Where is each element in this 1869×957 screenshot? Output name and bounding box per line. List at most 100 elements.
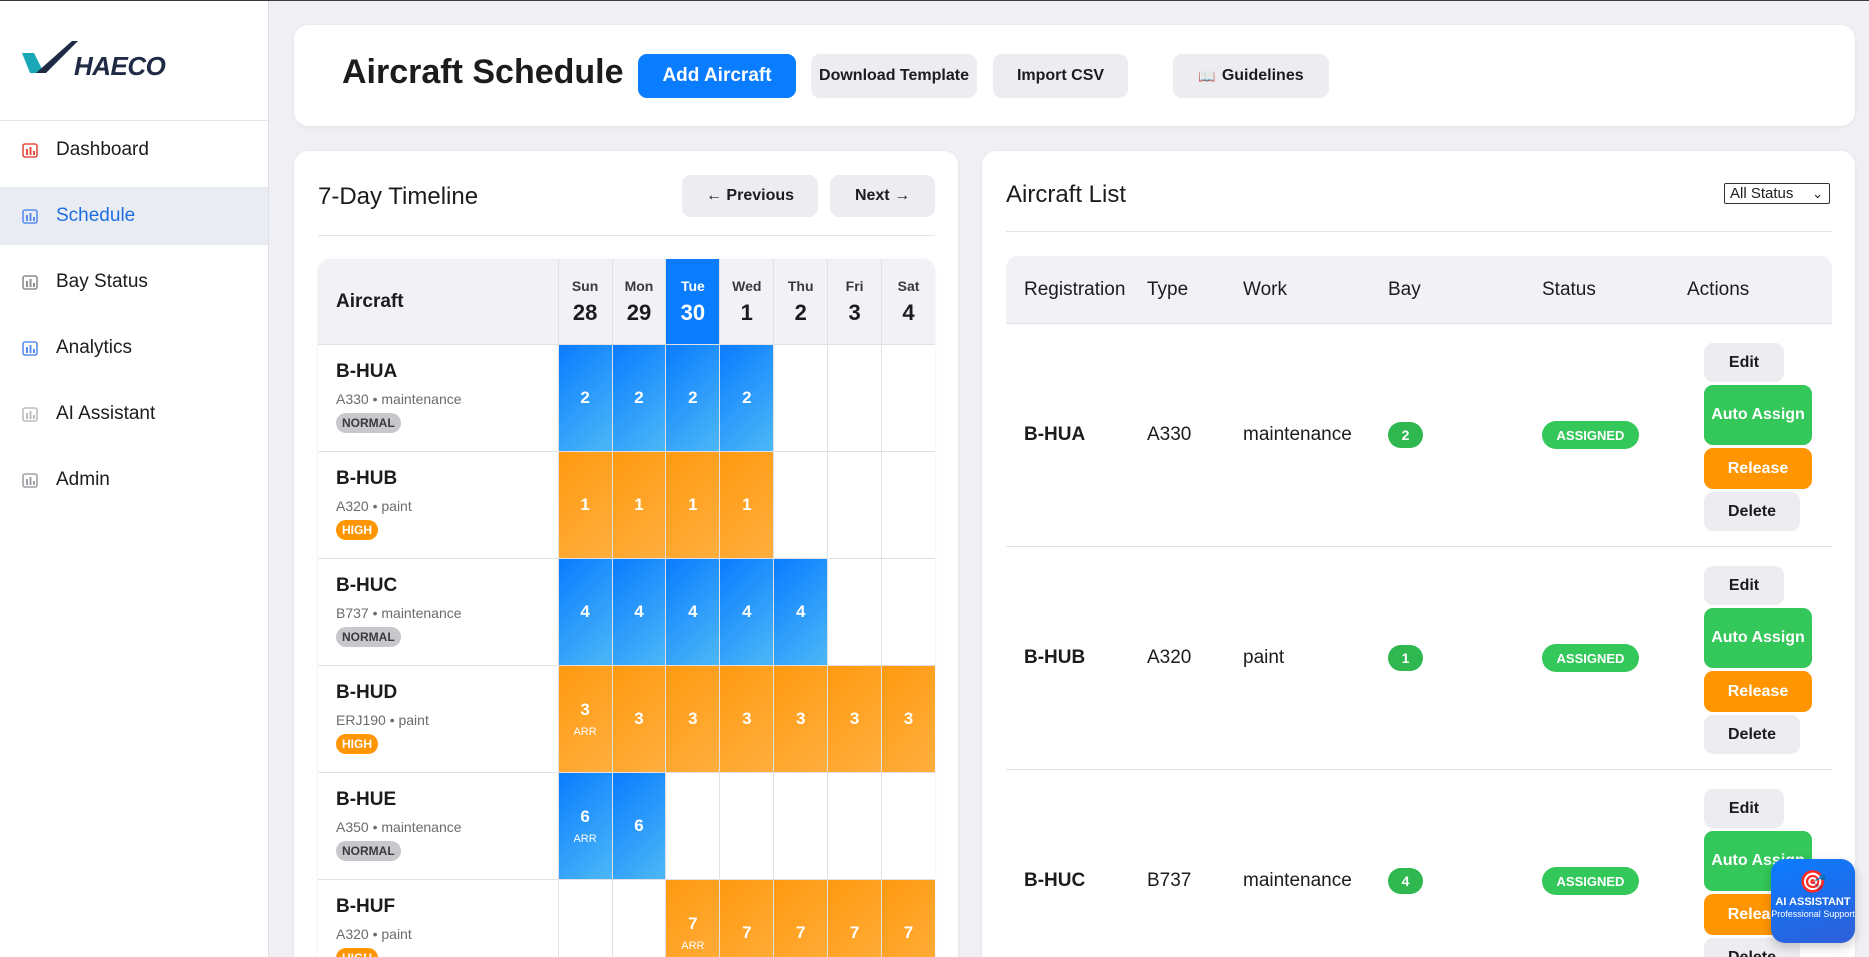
bay-assignment-cell[interactable]: 2	[611, 345, 666, 451]
bay-assignment-cell[interactable]: 3	[611, 666, 666, 772]
bay-assignment-cell[interactable]: 3	[773, 666, 828, 772]
bay-assignment-cell[interactable]: 3	[719, 666, 774, 772]
empty-cell	[881, 452, 935, 558]
day-header-mon: Mon 29	[611, 259, 666, 344]
bay-assignment-cell[interactable]: 4	[611, 559, 666, 665]
aircraft-info: B-HUE A350 • maintenance NORMAL	[318, 773, 558, 879]
edit-button[interactable]: Edit	[1704, 343, 1784, 382]
bay-assignment-cell[interactable]: 4	[773, 559, 828, 665]
bay-assignment-cell[interactable]: 2	[665, 345, 720, 451]
delete-button[interactable]: Delete	[1704, 715, 1800, 754]
day-name: Sat	[897, 277, 920, 294]
bar-chart-icon	[20, 140, 40, 160]
bay-assignment-cell[interactable]: 4	[719, 559, 774, 665]
guidelines-button[interactable]: 📖 Guidelines	[1173, 54, 1329, 98]
bay-number: 3	[688, 709, 698, 728]
bay-assignment-cell[interactable]: 7	[881, 880, 935, 957]
bay-number: 3	[580, 700, 590, 719]
previous-button[interactable]: ← Previous	[682, 175, 818, 217]
timeline-row[interactable]: B-HUB A320 • paint HIGH 1 1 1 1	[318, 452, 935, 559]
priority-badge: HIGH	[336, 948, 378, 957]
release-button[interactable]: Release	[1704, 448, 1812, 489]
release-button[interactable]: Release	[1704, 671, 1812, 712]
sidebar-item-label: Schedule	[56, 205, 136, 226]
book-icon: 📖	[1198, 67, 1216, 84]
next-button[interactable]: Next →	[830, 175, 935, 217]
bay-number: 1	[742, 495, 752, 514]
bay-number: 7	[688, 914, 698, 933]
status-badge: ASSIGNED	[1542, 421, 1639, 449]
bay-assignment-cell[interactable]: 1	[611, 452, 666, 558]
priority-badge: NORMAL	[336, 627, 401, 647]
bay-assignment-cell[interactable]: 2	[719, 345, 774, 451]
column-header-work: Work	[1243, 278, 1287, 300]
bay-assignment-cell[interactable]: 3	[827, 666, 882, 772]
download-template-button[interactable]: Download Template	[811, 54, 977, 98]
bay-assignment-cell[interactable]: 4	[557, 559, 612, 665]
bay-assignment-cell[interactable]: 1	[557, 452, 612, 558]
speech-bubble-icon	[20, 404, 40, 424]
bay-assignment-cell[interactable]: 7	[773, 880, 828, 957]
empty-cell	[557, 880, 612, 957]
ai-assistant-fab[interactable]: 🎯 AI ASSISTANT Professional Support	[1771, 859, 1855, 943]
bay-assignment-cell[interactable]: 7	[719, 880, 774, 957]
bay-assignment-cell[interactable]: 3 ARR	[557, 666, 612, 772]
bay-number: 2	[742, 388, 752, 407]
import-csv-button[interactable]: Import CSV	[993, 54, 1128, 98]
bay-assignment-cell[interactable]: 1	[665, 452, 720, 558]
bay-assignment-cell[interactable]: 7 ARR	[665, 880, 720, 957]
day-number: 28	[572, 299, 598, 325]
timeline-row[interactable]: B-HUD ERJ190 • paint HIGH 3 ARR 3 3 3 3 3 3	[318, 666, 935, 773]
registration-cell: B-HUC	[1024, 870, 1086, 891]
delete-button[interactable]: Delete	[1704, 938, 1800, 957]
sidebar-item-ai-assistant[interactable]: AI Assistant	[0, 385, 268, 443]
edit-button[interactable]: Edit	[1704, 789, 1784, 828]
status-filter-select[interactable]: All Status ⌄	[1724, 183, 1830, 204]
edit-button[interactable]: Edit	[1704, 566, 1784, 605]
bay-number: 2	[688, 388, 698, 407]
bay-assignment-cell[interactable]: 6 ARR	[557, 773, 612, 879]
auto-assign-button[interactable]: Auto Assign	[1704, 608, 1812, 668]
day-name: Fri	[845, 277, 864, 294]
type-cell: A320	[1147, 647, 1192, 668]
bay-assignment-cell[interactable]: 1	[719, 452, 774, 558]
day-name: Tue	[680, 277, 705, 294]
logo[interactable]: HAECO	[0, 1, 268, 121]
day-number: 3	[848, 299, 861, 325]
target-icon: 🎯	[1799, 869, 1827, 894]
fab-title: AI ASSISTANT	[1775, 896, 1851, 908]
aircraft-list-title: Aircraft List	[1006, 181, 1127, 208]
timeline-row[interactable]: B-HUC B737 • maintenance NORMAL 4 4 4 4 4	[318, 559, 935, 666]
sidebar-item-schedule[interactable]: Schedule	[0, 187, 268, 245]
bay-assignment-cell[interactable]: 3	[665, 666, 720, 772]
empty-cell	[773, 773, 827, 879]
bay-number: 3	[849, 709, 860, 728]
bay-assignment-cell[interactable]: 6	[611, 773, 666, 879]
sidebar-item-dashboard[interactable]: Dashboard	[0, 121, 268, 179]
guidelines-label: Guidelines	[1221, 67, 1304, 84]
add-aircraft-button[interactable]: Add Aircraft	[638, 54, 796, 98]
bay-number: 2	[634, 388, 644, 407]
registration-cell: B-HUA	[1024, 424, 1086, 445]
empty-cell	[719, 773, 773, 879]
auto-assign-button[interactable]: Auto Assign	[1704, 385, 1812, 445]
timeline-row[interactable]: B-HUA A330 • maintenance NORMAL 2 2 2 2	[318, 345, 935, 452]
bay-number: 3	[742, 709, 752, 728]
status-cell: ASSIGNED	[1542, 644, 1687, 672]
sidebar-item-admin[interactable]: Admin	[0, 451, 268, 509]
bay-assignment-cell[interactable]: 7	[827, 880, 882, 957]
timeline-row[interactable]: B-HUE A350 • maintenance NORMAL 6 ARR 6	[318, 773, 935, 880]
day-name: Thu	[787, 277, 814, 294]
delete-button[interactable]: Delete	[1704, 492, 1800, 531]
sidebar-item-bay-status[interactable]: Bay Status	[0, 253, 268, 311]
bay-number: 1	[634, 495, 644, 514]
empty-cell	[773, 452, 827, 558]
bay-assignment-cell[interactable]: 2	[557, 345, 612, 451]
sidebar-item-analytics[interactable]: Analytics	[0, 319, 268, 377]
day-number: 30	[680, 299, 706, 325]
timeline-row[interactable]: B-HUF A320 • paint HIGH 7 ARR 7 7 7 7	[318, 880, 935, 957]
bay-assignment-cell[interactable]: 4	[665, 559, 720, 665]
bay-assignment-cell[interactable]: 3	[881, 666, 935, 772]
bay-number: 4	[580, 602, 590, 621]
table-row: B-HUA A330 maintenance 2 ASSIGNED Edit Auto As…	[1006, 324, 1832, 547]
